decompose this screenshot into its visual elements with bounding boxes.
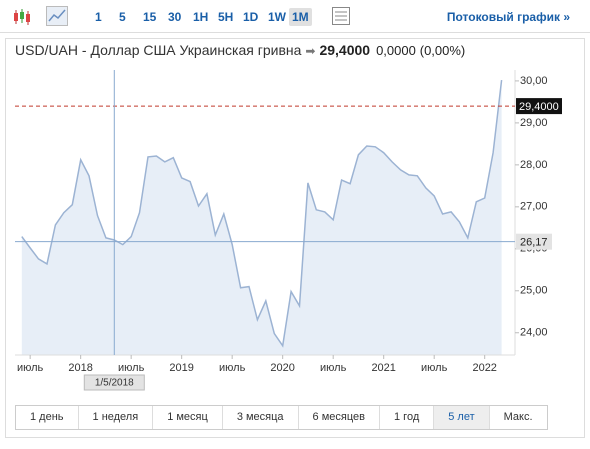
range-button[interactable]: 6 месяцев (299, 406, 380, 429)
y-tick-label: 25,00 (520, 285, 548, 297)
x-tick-label: июль (219, 362, 246, 374)
range-button[interactable]: 1 год (380, 406, 435, 429)
change: 0,0000 (376, 43, 416, 58)
toolbar: 1 5 15 30 1H 5H 1D 1W 1M Потоковый график » (0, 0, 590, 33)
x-tick-label: 2019 (169, 362, 193, 374)
interval-button[interactable]: 1 (95, 10, 102, 24)
crosshair-y-box (516, 233, 552, 250)
crosshair-x-box (83, 374, 145, 391)
area (21, 80, 502, 355)
range-button[interactable]: 1 неделя (79, 406, 154, 429)
interval-button[interactable]: 5H (218, 10, 234, 24)
interval-button[interactable]: 15 (143, 10, 157, 24)
interval-button[interactable]: 1M (289, 8, 312, 26)
y-tick-label: 27,00 (520, 201, 548, 213)
x-tick-label: июль (320, 362, 347, 374)
range-button[interactable]: 3 месяца (223, 406, 299, 429)
table-icon[interactable] (332, 7, 350, 25)
y-tick-label: 28,00 (520, 159, 548, 171)
x-tick-label: июль (118, 362, 145, 374)
interval-button[interactable]: 1W (268, 10, 286, 24)
x-tick-label: 2022 (472, 362, 496, 374)
chart-title: USD/UAH - Доллар США Украинская гривна (15, 42, 302, 58)
crosshair-y-label: 26,17 (520, 237, 548, 249)
last-price-label: 29,4000 (519, 101, 559, 113)
line-icon[interactable] (46, 6, 68, 26)
x-tick-label: 2020 (270, 362, 294, 374)
last-price-box (516, 98, 562, 115)
x-tick-label: июль (17, 362, 44, 374)
x-tick-label: 2021 (371, 362, 395, 374)
stream-link[interactable]: Потоковый график » (446, 10, 570, 24)
range-button[interactable]: 1 месяц (153, 406, 223, 429)
line (21, 80, 503, 348)
chart: Investing.com24,0025,0026,0027,0028,0029… (15, 70, 562, 391)
range-button[interactable]: 1 день (16, 406, 79, 429)
change-pct: (0,00%) (419, 43, 466, 58)
title-bar: USD/UAH - Доллар США Украинская гривна ➡ 2… (15, 42, 465, 58)
y-tick-label: 29,00 (520, 117, 548, 129)
interval-button[interactable]: 1H (193, 10, 209, 24)
candles-icon[interactable] (12, 8, 32, 26)
range-buttons: 1 день 1 неделя 1 месяц 3 месяца 6 месяцев 1 … (15, 405, 548, 430)
y-tick-label: 30,00 (520, 75, 548, 87)
range-button[interactable]: 5 лет (434, 406, 490, 429)
x-tick-label: 2018 (68, 362, 92, 374)
chart-frame (5, 38, 585, 438)
range-button[interactable]: Макс. (503, 411, 533, 423)
interval-button[interactable]: 5 (119, 10, 126, 24)
interval-button[interactable]: 1D (243, 10, 259, 24)
price: 29,4000 (319, 42, 371, 58)
x-tick-label: июль (421, 362, 448, 374)
y-tick-label: 24,00 (520, 327, 548, 339)
crosshair-x-label: 1/5/2018 (95, 378, 134, 389)
interval-button[interactable]: 30 (168, 10, 182, 24)
arrow-icon: ➡ (305, 44, 316, 58)
